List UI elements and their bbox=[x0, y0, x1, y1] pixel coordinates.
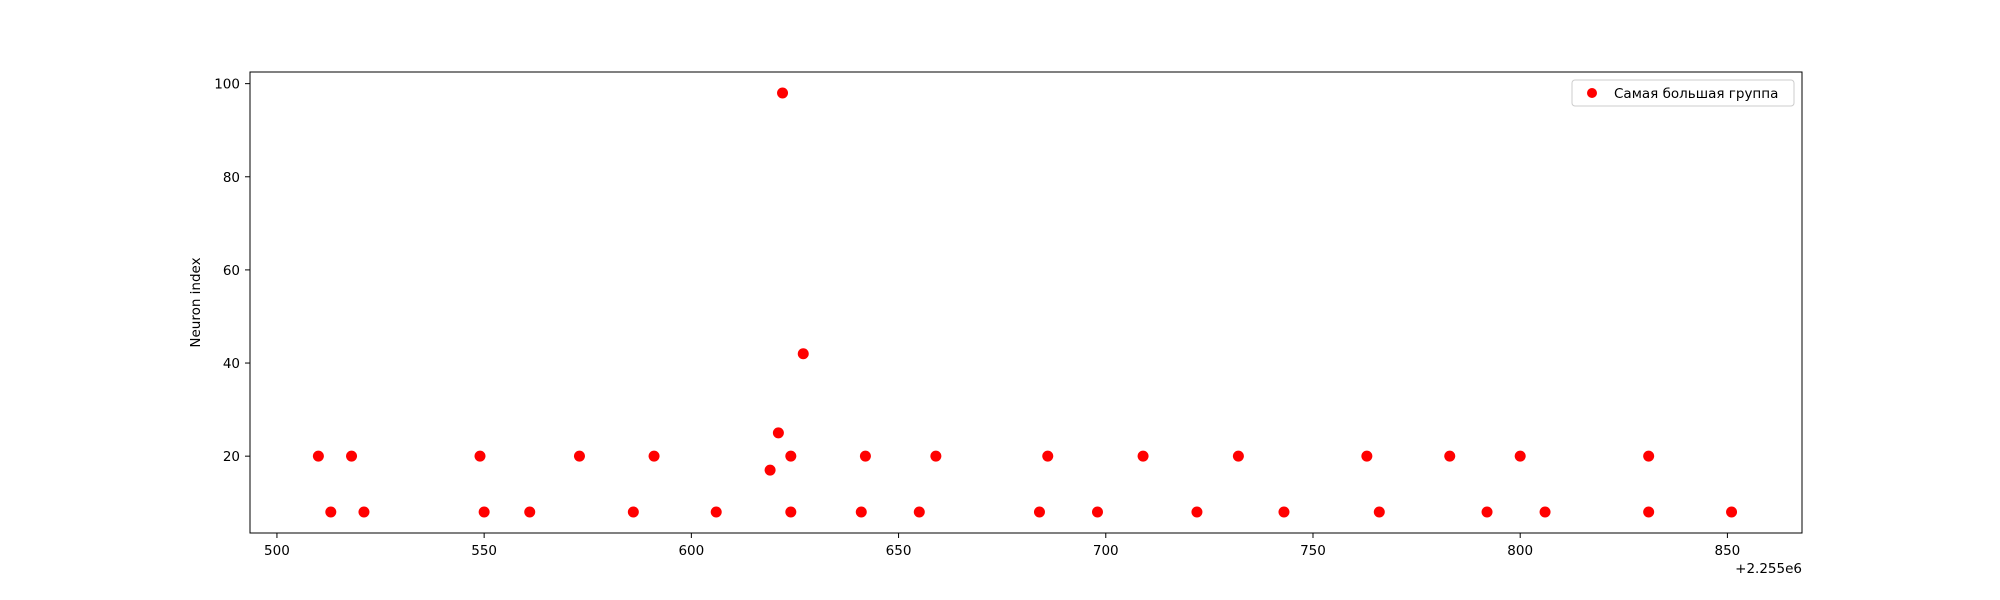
data-points bbox=[312, 87, 1738, 518]
data-point bbox=[772, 427, 784, 439]
data-point bbox=[1232, 450, 1244, 462]
data-point bbox=[764, 464, 776, 476]
y-tick-label: 80 bbox=[223, 170, 240, 186]
data-point bbox=[1539, 506, 1551, 518]
data-point bbox=[478, 506, 490, 518]
data-point bbox=[1042, 450, 1054, 462]
x-tick-label: 500 bbox=[264, 543, 290, 559]
data-point bbox=[1643, 450, 1655, 462]
x-tick-label: 600 bbox=[678, 543, 704, 559]
data-point bbox=[1191, 506, 1203, 518]
data-point bbox=[785, 506, 797, 518]
data-point bbox=[1481, 506, 1493, 518]
data-point bbox=[930, 450, 942, 462]
y-tick-label: 100 bbox=[214, 77, 240, 93]
data-point bbox=[358, 506, 370, 518]
data-point bbox=[573, 450, 585, 462]
x-axis: 500 550 600 650 700 750 800 850 bbox=[264, 533, 1740, 559]
data-point bbox=[1514, 450, 1526, 462]
data-point bbox=[312, 450, 324, 462]
axes-frame bbox=[249, 71, 1803, 534]
data-point bbox=[346, 450, 358, 462]
data-point bbox=[777, 87, 789, 99]
data-point bbox=[1643, 506, 1655, 518]
y-tick-label: 40 bbox=[223, 356, 240, 372]
data-point bbox=[1444, 450, 1456, 462]
data-point bbox=[627, 506, 639, 518]
data-point bbox=[785, 450, 797, 462]
x-tick-label: 650 bbox=[886, 543, 912, 559]
data-point bbox=[474, 450, 486, 462]
data-point bbox=[1361, 450, 1373, 462]
y-axis: 20 40 60 80 100 bbox=[214, 77, 250, 465]
legend-box bbox=[1571, 79, 1795, 107]
y-tick-label: 20 bbox=[223, 449, 240, 465]
data-point bbox=[797, 348, 809, 360]
y-axis-label: Neuron index bbox=[188, 257, 204, 347]
data-point bbox=[710, 506, 722, 518]
legend: Самая большая группа bbox=[1571, 79, 1795, 107]
data-point bbox=[325, 506, 337, 518]
x-tick-label: 700 bbox=[1093, 543, 1119, 559]
data-point bbox=[1278, 506, 1290, 518]
x-tick-label: 550 bbox=[471, 543, 497, 559]
data-point bbox=[524, 506, 536, 518]
data-point bbox=[859, 450, 871, 462]
legend-marker bbox=[1587, 88, 1597, 98]
x-axis-offset-label: +2.255e6 bbox=[1735, 561, 1802, 577]
legend-label: Самая большая группа bbox=[1614, 86, 1778, 102]
data-point bbox=[1091, 506, 1103, 518]
data-point bbox=[1033, 506, 1045, 518]
data-point bbox=[855, 506, 867, 518]
x-tick-label: 800 bbox=[1507, 543, 1533, 559]
data-point bbox=[648, 450, 660, 462]
data-point bbox=[1137, 450, 1149, 462]
data-point bbox=[1373, 506, 1385, 518]
y-tick-label: 60 bbox=[223, 263, 240, 279]
data-point bbox=[913, 506, 925, 518]
x-tick-label: 850 bbox=[1715, 543, 1741, 559]
data-point bbox=[1726, 506, 1738, 518]
x-tick-label: 750 bbox=[1300, 543, 1326, 559]
